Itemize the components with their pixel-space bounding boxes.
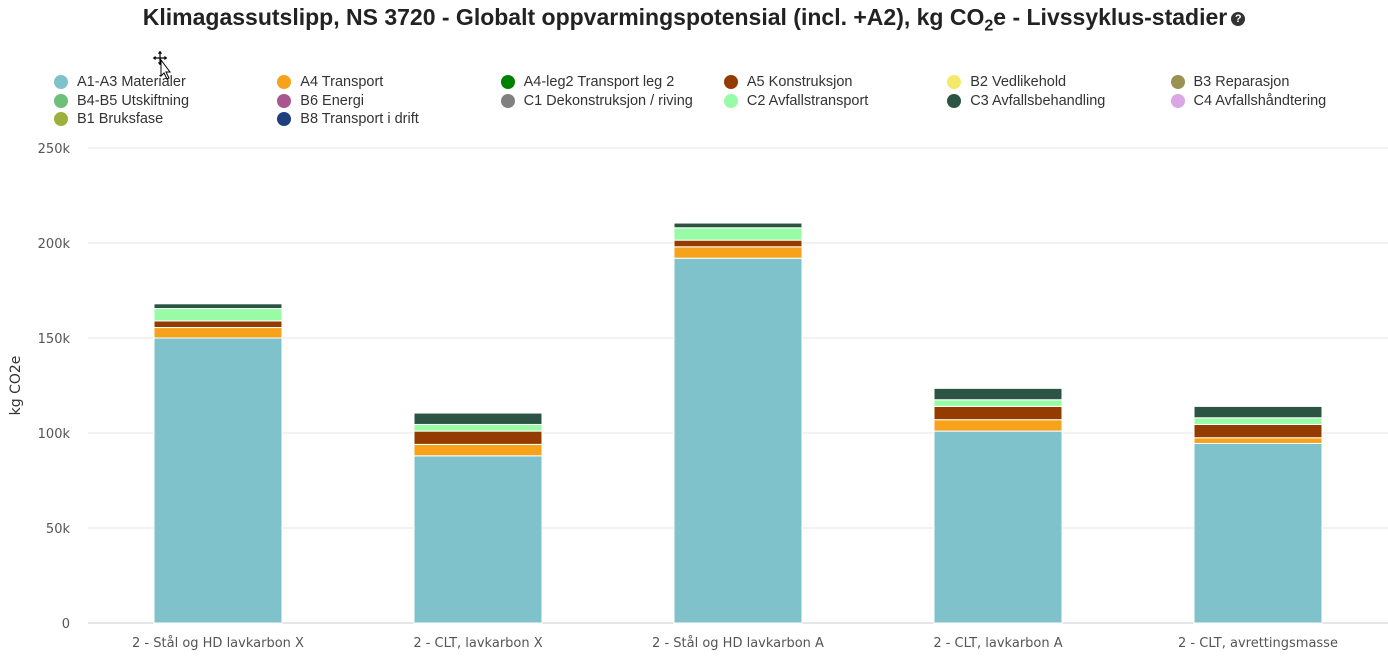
- title-subscript: 2: [984, 17, 994, 35]
- legend-item[interactable]: C4 Avfallshåndtering: [1170, 92, 1327, 110]
- y-tick-label: 0: [62, 617, 70, 632]
- legend-marker: [54, 93, 68, 108]
- bar-segment[interactable]: [413, 430, 543, 445]
- bar-segment[interactable]: [933, 430, 1063, 624]
- legend-item[interactable]: B3 Reparasjon: [1170, 73, 1290, 91]
- legend-label: B1 Bruksfase: [77, 111, 164, 127]
- bar-segment[interactable]: [413, 423, 543, 432]
- bar-segment[interactable]: [933, 387, 1063, 401]
- legend-label: A4-leg2 Transport leg 2: [523, 74, 675, 90]
- legend-label: B3 Reparasjon: [1193, 74, 1290, 90]
- legend-label: A4 Transport: [300, 74, 384, 90]
- x-tick-label: 2 - CLT, avrettingsmasse: [1178, 636, 1338, 651]
- bar-segment[interactable]: [673, 222, 803, 229]
- bar-segment[interactable]: [153, 337, 283, 624]
- legend-label: B2 Vedlikehold: [970, 74, 1067, 90]
- x-tick-label: 2 - CLT, lavkarbon A: [933, 636, 1062, 651]
- legend-marker: [500, 75, 515, 89]
- legend-item[interactable]: C2 Avfallstransport: [723, 92, 869, 110]
- bar-segment[interactable]: [1193, 423, 1323, 439]
- legend-marker: [1170, 93, 1185, 108]
- legend-marker: [947, 93, 962, 108]
- legend-marker: [723, 75, 738, 89]
- chart-title: Klimagassutslipp, NS 3720 - Globalt oppv…: [0, 4, 1388, 36]
- bar-segment[interactable]: [933, 419, 1063, 432]
- bar-segment[interactable]: [153, 308, 283, 322]
- bar-segment[interactable]: [153, 303, 283, 310]
- legend-item[interactable]: A1-A3 Materialer: [54, 73, 186, 91]
- legend-marker: [947, 75, 962, 89]
- legend-label: C3 Avfallsbehandling: [970, 92, 1106, 109]
- bar-segment[interactable]: [1193, 442, 1323, 624]
- bar-segment[interactable]: [673, 227, 803, 241]
- y-tick-label: 250k: [38, 142, 71, 157]
- title-main: Klimagassutslipp, NS 3720 - Globalt oppv…: [142, 4, 985, 30]
- help-icon[interactable]: ?: [1231, 12, 1246, 26]
- x-tick-label: 2 - CLT, lavkarbon X: [413, 636, 542, 651]
- y-tick-label: 100k: [38, 427, 71, 442]
- bar-segment[interactable]: [1193, 437, 1323, 444]
- legend-marker: [277, 93, 292, 108]
- legend-label: A5 Konstruksjon: [746, 74, 853, 90]
- legend-item[interactable]: A5 Konstruksjon: [723, 73, 853, 91]
- legend-marker: [723, 93, 738, 108]
- legend-item[interactable]: B4-B5 Utskiftning: [54, 92, 189, 110]
- legend-marker: [54, 112, 68, 126]
- legend-item[interactable]: C1 Dekonstruksjon / riving: [500, 92, 693, 110]
- y-tick-label: 150k: [38, 332, 71, 347]
- legend-label: C4 Avfallshåndtering: [1193, 92, 1327, 109]
- y-axis-label: kg CO2e: [8, 356, 24, 416]
- legend-marker: [277, 112, 292, 126]
- bar-segment[interactable]: [933, 405, 1063, 421]
- y-tick-label: 200k: [38, 237, 71, 252]
- legend-label: C2 Avfallstransport: [746, 92, 869, 109]
- x-tick-label: 2 - Stål og HD lavkarbon X: [132, 636, 304, 651]
- legend-marker: [1170, 75, 1185, 89]
- legend-label: B6 Energi: [300, 92, 364, 109]
- legend-label: A1-A3 Materialer: [77, 74, 186, 90]
- bar-segment[interactable]: [673, 257, 803, 624]
- legend-label: C1 Dekonstruksjon / riving: [523, 92, 693, 109]
- bar-segment[interactable]: [413, 412, 543, 425]
- title-end: e - Livssyklus-stadier: [993, 4, 1228, 30]
- bar-segment[interactable]: [1193, 417, 1323, 425]
- bar-segment[interactable]: [933, 399, 1063, 407]
- x-tick-label: 2 - Stål og HD lavkarbon A: [652, 636, 824, 651]
- legend-label: B8 Transport i drift: [300, 111, 419, 127]
- bar-segment[interactable]: [413, 443, 543, 457]
- bar-segment[interactable]: [153, 320, 283, 329]
- legend-item[interactable]: B6 Energi: [277, 92, 364, 110]
- bar-segment[interactable]: [673, 246, 803, 259]
- legend-label: B4-B5 Utskiftning: [77, 92, 190, 109]
- bar-segment[interactable]: [1193, 405, 1323, 419]
- legend-item[interactable]: B8 Transport i drift: [277, 110, 419, 128]
- legend-item[interactable]: A4-leg2 Transport leg 2: [500, 73, 675, 91]
- legend-item[interactable]: B1 Bruksfase: [54, 110, 163, 128]
- y-tick-label: 50k: [46, 522, 71, 537]
- bar-segment[interactable]: [413, 455, 543, 624]
- bar-segment[interactable]: [153, 327, 283, 339]
- legend-marker: [277, 75, 292, 89]
- legend-item[interactable]: C3 Avfallsbehandling: [947, 92, 1105, 110]
- mouse-cursor-icon: [152, 50, 171, 80]
- legend-item[interactable]: B2 Vedlikehold: [947, 73, 1066, 91]
- legend-marker: [500, 93, 515, 108]
- legend-item[interactable]: A4 Transport: [277, 73, 383, 91]
- bar-segment[interactable]: [673, 239, 803, 248]
- legend-marker: [54, 75, 68, 89]
